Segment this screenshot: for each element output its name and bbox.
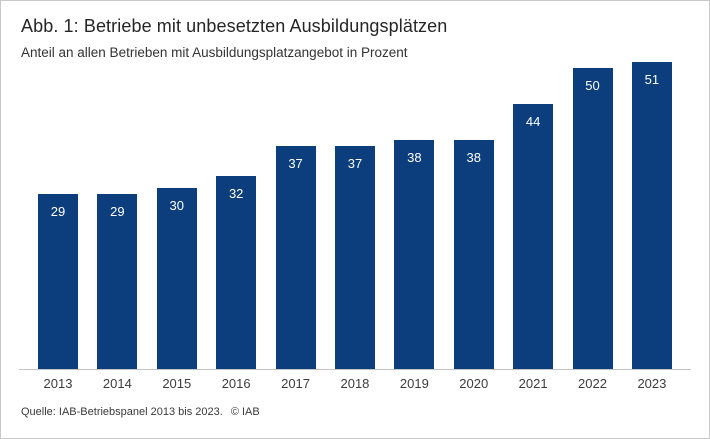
bar-value-label: 32	[228, 186, 244, 201]
x-axis-label: 2018	[340, 376, 370, 391]
x-axis-label: 2016	[221, 376, 251, 391]
bar-value-label: 30	[169, 198, 185, 213]
bar-2013: 29	[38, 194, 78, 369]
x-axis-label: 2015	[162, 376, 192, 391]
x-axis-label: 2014	[102, 376, 132, 391]
x-axis-label: 2020	[459, 376, 489, 391]
x-axis-label: 2013	[43, 376, 73, 391]
bar-2019: 38	[394, 140, 435, 369]
bar-2018: 37	[334, 146, 375, 369]
source-line: Quelle: IAB-Betriebspanel 2013 bis 2023.…	[21, 406, 689, 418]
bar-value-label: 29	[110, 204, 125, 219]
bar-value-label: 51	[644, 72, 660, 87]
bar-2022: 50	[572, 68, 613, 369]
bar-value-label: 29	[50, 204, 66, 219]
bar-2021: 44	[513, 104, 554, 369]
bar-2015: 30	[156, 188, 197, 369]
bar-2023: 51	[631, 62, 672, 369]
plot-area: 29 29 30 32 37 37 38 38 44 50 51	[19, 62, 691, 370]
source-text: Quelle: IAB-Betriebspanel 2013 bis 2023.	[21, 406, 223, 418]
bar-2017: 37	[275, 146, 316, 369]
x-axis-labels: 2013 2014 2015 2016 2017 2018 2019 2020 2021 2022…	[19, 376, 691, 391]
bar-value-label: 38	[407, 150, 422, 165]
chart-title: Abb. 1: Betriebe mit unbesetzten Ausbild…	[21, 16, 448, 36]
chart-subtitle: Anteil an allen Betrieben mit Ausbildung…	[21, 45, 408, 60]
bar-value-label: 44	[525, 114, 541, 129]
x-axis-label: 2023	[637, 376, 667, 391]
bar-value-label: 50	[585, 78, 600, 93]
x-axis-label: 2021	[518, 376, 548, 391]
bar-2014: 29	[97, 194, 138, 369]
x-axis-label: 2022	[578, 376, 607, 391]
bar-value-label: 38	[466, 150, 481, 165]
copyright-text: © IAB	[230, 406, 260, 418]
bar-value-label: 37	[288, 156, 303, 171]
x-axis-label: 2017	[281, 376, 311, 391]
x-axis-label: 2019	[399, 376, 429, 391]
bar-2020: 38	[453, 140, 494, 369]
bar-value-label: 37	[347, 156, 363, 171]
bar-2016: 32	[216, 176, 257, 369]
